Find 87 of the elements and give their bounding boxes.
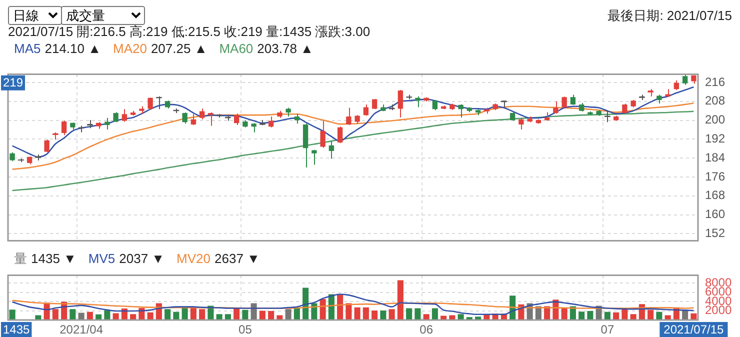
bar	[630, 314, 636, 320]
candlestick	[562, 96, 567, 108]
bar	[70, 309, 76, 320]
bar	[604, 312, 610, 320]
line-series	[12, 110, 694, 192]
bar	[613, 312, 620, 320]
bar	[86, 312, 93, 320]
text: MA20	[112, 41, 147, 56]
bar	[9, 310, 16, 320]
bar	[147, 312, 154, 320]
candlestick	[588, 111, 593, 116]
text: 1435	[3, 322, 30, 336]
bar	[35, 315, 42, 320]
line-series	[12, 86, 694, 158]
candlestick	[656, 94, 662, 104]
bar	[449, 315, 456, 320]
bar	[458, 314, 464, 320]
candlestick	[139, 106, 144, 114]
text: MA5	[14, 41, 41, 56]
dropdown-field: 日線	[8, 6, 62, 25]
text: 1435 ▼	[31, 251, 76, 266]
bar	[242, 310, 248, 320]
y-tick-label: 208	[705, 94, 726, 108]
text: 最後日期: 2021/07/15	[608, 8, 732, 24]
bar	[354, 307, 360, 320]
text: MV20	[176, 251, 211, 266]
bar	[164, 309, 171, 320]
y-tick-label: 216	[705, 74, 726, 89]
x-tick-label: 05	[238, 322, 252, 337]
annotation: 219	[3, 76, 24, 90]
y-tick-label: 184	[705, 150, 726, 164]
x-tick-label: 07	[600, 322, 614, 337]
x-tick-label: 2021/04	[60, 322, 104, 337]
y-tick-label: 176	[705, 169, 726, 184]
bar	[561, 308, 568, 320]
text: MA60	[219, 41, 254, 56]
line-series	[12, 294, 694, 316]
candlestick	[630, 99, 636, 108]
text: 203.78 ▲	[257, 41, 314, 56]
line-series	[12, 102, 694, 170]
bar	[397, 280, 404, 320]
bar	[648, 310, 654, 320]
y-tick-label: 192	[705, 132, 726, 146]
y-tick-label: 160	[705, 207, 726, 222]
text: MV5	[88, 251, 116, 266]
text: 214.10 ▲	[44, 41, 101, 56]
text: 2637 ▼	[214, 251, 260, 266]
bar	[414, 308, 421, 320]
x-tick-label: 2021/07/15	[664, 322, 724, 336]
y-tick-label: 200	[705, 112, 726, 127]
bar	[578, 312, 585, 320]
bar	[388, 309, 395, 320]
text: 量	[14, 251, 27, 266]
candlestick	[104, 117, 110, 130]
bar	[432, 308, 438, 320]
x-tick-label: 06	[420, 322, 434, 337]
text: 2037 ▼	[119, 251, 165, 266]
bar	[268, 311, 274, 320]
bar	[173, 312, 180, 320]
bar	[690, 313, 697, 320]
bar	[664, 315, 671, 320]
bar	[104, 310, 110, 320]
bar	[362, 307, 369, 320]
bar	[406, 308, 412, 320]
bar	[346, 303, 352, 320]
bar	[259, 310, 266, 320]
candlestick	[286, 107, 291, 117]
y-tick-label: 152	[705, 226, 726, 240]
text: 207.25 ▲	[150, 41, 208, 56]
bar	[78, 312, 84, 320]
bar	[372, 310, 378, 320]
bar	[622, 309, 628, 320]
bar	[656, 312, 662, 320]
bar	[423, 314, 430, 320]
bar	[587, 311, 594, 320]
bar	[52, 309, 58, 320]
bar	[224, 314, 231, 320]
bar	[199, 309, 206, 320]
bar	[337, 294, 344, 320]
bar	[276, 315, 283, 320]
bar	[380, 310, 386, 320]
y-tick-label: 168	[705, 188, 726, 202]
text: 2021/07/15 開:216.5 高:219 低:215.5 收:219 量:1435 漲跌:3.00	[8, 24, 370, 40]
bar	[130, 314, 136, 320]
bar	[285, 309, 292, 320]
bar	[216, 314, 222, 320]
dropdown-field: 成交量	[61, 6, 145, 25]
